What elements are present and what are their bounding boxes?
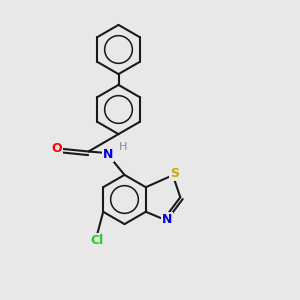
Text: H: H [119, 142, 127, 152]
Text: Cl: Cl [91, 234, 104, 247]
Text: N: N [103, 148, 113, 161]
Text: S: S [170, 167, 179, 180]
Text: N: N [162, 213, 172, 226]
Text: O: O [52, 142, 62, 155]
